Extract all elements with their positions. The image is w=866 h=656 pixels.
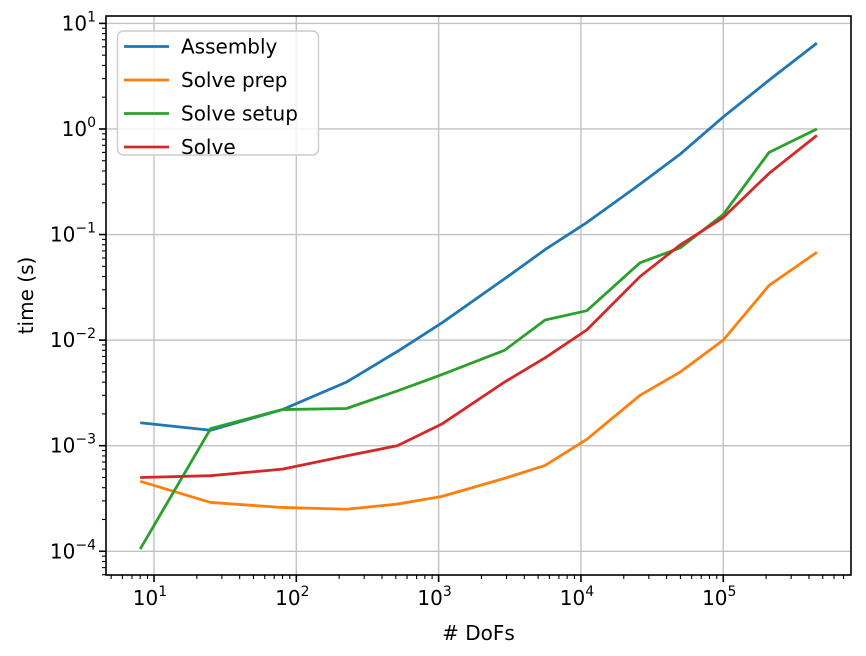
y-tick-label: 10−3: [50, 432, 96, 458]
legend-item-solve-prep: Solve prep: [124, 68, 287, 92]
series-line-assembly: [140, 42, 818, 432]
legend-label-solve-prep: Solve prep: [181, 68, 287, 92]
series-line-solve-setup: [138, 127, 818, 550]
y-tick-label: 10−4: [50, 537, 96, 563]
legend-label-assembly: Assembly: [181, 35, 278, 59]
legend: Assembly Solve prep Solve setup Solve: [116, 30, 320, 159]
series-line-solve: [140, 134, 818, 479]
y-tick-label: 100: [62, 115, 96, 141]
x-tick-label: 105: [702, 584, 736, 610]
y-tick-label: 101: [62, 9, 96, 35]
series-line-solve-prep: [139, 251, 818, 511]
axis-ticks: [99, 22, 845, 582]
x-tick-label: 103: [417, 584, 451, 610]
y-axis-label: time (s): [14, 257, 38, 335]
legend-label-solve: Solve: [181, 135, 236, 159]
x-axis-label: # DoFs: [442, 621, 515, 645]
y-tick-label: 10−2: [50, 326, 96, 352]
series-group: [138, 42, 818, 550]
legend-label-solve-setup: Solve setup: [181, 102, 298, 126]
y-tick-label: 10−1: [50, 221, 96, 247]
legend-box: [116, 30, 320, 156]
x-tick-label: 101: [133, 584, 167, 610]
legend-item-solve-setup: Solve setup: [124, 102, 298, 126]
legend-item-assembly: Assembly: [124, 35, 278, 59]
legend-item-solve: Solve: [124, 135, 236, 159]
x-tick-label: 102: [275, 584, 309, 610]
x-tick-label: 104: [560, 584, 594, 610]
plot-border: [105, 15, 852, 576]
